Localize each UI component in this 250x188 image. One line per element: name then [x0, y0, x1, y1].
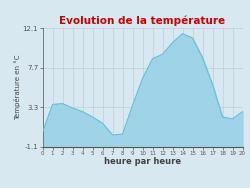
Y-axis label: Température en °C: Température en °C	[14, 55, 21, 120]
X-axis label: heure par heure: heure par heure	[104, 157, 181, 166]
Title: Evolution de la température: Evolution de la température	[60, 16, 226, 26]
